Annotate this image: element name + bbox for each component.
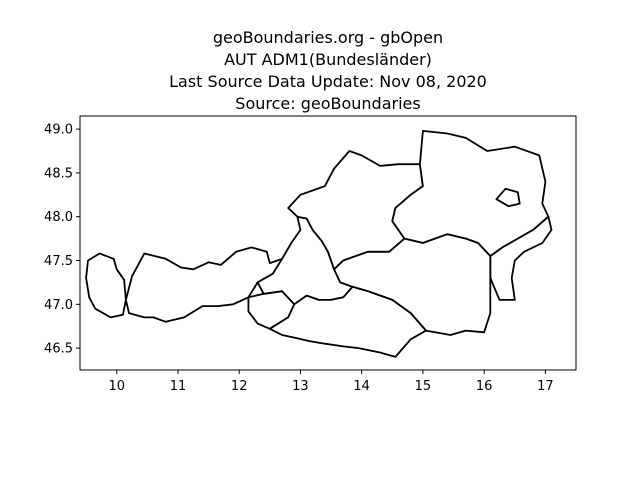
title-line-dataset: AUT ADM1(Bundesländer) (224, 50, 432, 69)
y-tick-label: 48.0 (44, 210, 73, 225)
y-tick-label: 49.0 (44, 123, 73, 138)
y-tick-label: 47.0 (44, 298, 73, 313)
title-line-source: Source: geoBoundaries (235, 94, 421, 113)
x-tick-label: 12 (231, 379, 248, 394)
x-tick-label: 15 (415, 379, 432, 394)
x-tick-label: 13 (292, 379, 309, 394)
x-tick-label: 10 (108, 379, 125, 394)
title-line-source-site: geoBoundaries.org - gbOpen (212, 28, 444, 47)
title-line-update: Last Source Data Update: Nov 08, 2020 (169, 72, 487, 91)
x-tick-label: 16 (476, 379, 493, 394)
plot-frame (79, 115, 577, 371)
region-wien (495, 187, 521, 208)
region-burgenland (489, 215, 553, 301)
x-axis: 10 11 12 13 14 15 16 17 (108, 370, 554, 394)
region-kaernten (268, 285, 427, 358)
y-tick-label: 46.5 (44, 342, 73, 357)
y-axis: 46.5 47.0 47.5 48.0 48.5 49.0 (44, 123, 80, 357)
regions-layer (85, 130, 553, 358)
y-tick-label: 47.5 (44, 254, 73, 269)
region-vorarlberg (85, 252, 127, 319)
x-tick-label: 17 (537, 379, 554, 394)
x-tick-label: 14 (353, 379, 370, 394)
map-title: geoBoundaries.org - gbOpen AUT ADM1(Bund… (0, 27, 640, 115)
y-tick-label: 48.5 (44, 166, 73, 181)
x-tick-label: 11 (170, 379, 187, 394)
